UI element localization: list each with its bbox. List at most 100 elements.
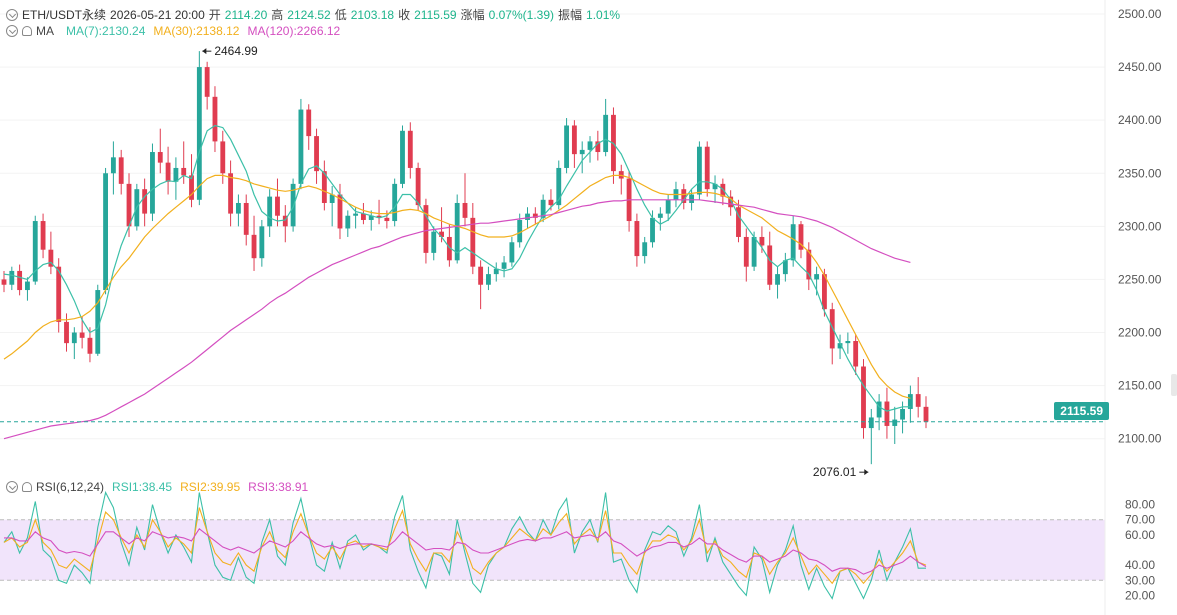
ma120-legend: MA(120):2266.12 [247,24,341,38]
candle-body [571,125,577,155]
rsi-collapse-icon[interactable] [6,481,18,493]
candle-body [157,152,163,163]
candle-body [767,245,773,285]
collapse-chevron-icon[interactable] [6,8,18,21]
candle-body [173,167,179,182]
change-value: 0.07%(1.39) [488,7,554,22]
candle-body [150,152,155,214]
candle-body [532,213,538,218]
candle-body [40,221,46,250]
candle-body [712,183,718,190]
candle-body [493,268,499,275]
candle-body [376,215,382,218]
max-marker-arrow [202,48,207,55]
price-axis-tick: 2200.00 [1118,326,1162,340]
current-price-tag: 2115.59 [1054,402,1109,420]
candle-body [95,290,101,354]
candle-body [423,205,429,253]
rsi-axis-tick: 60.00 [1125,528,1155,542]
ma-collapse-icon[interactable] [6,25,18,37]
candle-body [228,173,234,214]
candle-body [556,167,562,206]
candle-body [743,236,749,267]
candle-body [87,337,93,354]
candle-body [517,219,523,243]
rsi-indicator-label[interactable]: RSI(6,12,24) [36,480,105,494]
candle-body [165,162,171,182]
alert-bell-icon[interactable] [22,26,32,36]
candle-body [212,96,218,142]
candle-body [603,114,609,153]
close-value: 2115.59 [414,7,457,22]
candle-body [56,266,62,322]
candle-body [204,67,210,97]
rsi1-legend: RSI1:38.45 [112,480,173,494]
candle-body [868,417,874,429]
rsi-line-3 [4,527,927,575]
amplitude-value: 1.01% [586,7,621,22]
ma-line-3 [3,199,911,440]
candle-body [1,279,7,285]
candle-body [126,183,132,227]
candle-body [181,167,187,176]
candle-body [64,321,69,344]
candle-body [829,309,835,349]
candle-body [915,394,921,407]
low-value: 2103.18 [350,7,395,22]
ma30-legend: MA(30):2138.12 [153,24,240,38]
candle-body [525,213,530,220]
candle-body [361,213,366,220]
rsi-axis-tick: 40.00 [1125,558,1155,572]
candle-body [462,202,468,218]
candle-body [220,141,226,174]
candle-body [103,173,108,291]
candle-body [267,196,273,227]
candle-body [587,141,593,150]
candle-body [907,394,913,409]
candle-body [595,141,601,153]
candle-body [798,224,804,250]
ma-indicator-label[interactable]: MA [36,24,54,38]
candle-body [900,408,905,420]
price-axis-tick: 2450.00 [1118,60,1162,74]
price-axis-scroll-handle[interactable] [1171,374,1177,396]
candle-body [642,242,648,257]
rsi-alert-bell-icon[interactable] [22,482,32,492]
candle-body [392,183,398,222]
candle-body [142,189,148,214]
bar-datetime: 2026-05-21 20:00 [110,7,205,22]
candle-body [650,217,655,243]
candle-body [884,401,890,426]
rsi-line-1 [3,490,926,600]
candle-body [634,221,640,257]
candle-body [337,194,343,229]
rsi-line-2 [3,507,927,585]
candle-body [665,199,671,214]
amplitude-label: 振幅 [558,8,583,22]
min-marker-arrow [864,469,869,476]
candle-body [486,274,491,285]
candle-body [298,109,304,184]
price-axis-tick: 2350.00 [1118,166,1162,180]
ma-legend: MA MA(7):2130.24 MA(30):2138.12 MA(120):… [6,24,344,38]
price-axis-tick: 2300.00 [1118,219,1162,233]
candle-body [9,270,15,285]
candle-body [314,136,319,172]
candle-body [657,213,663,218]
candle-body [431,231,437,253]
ohlc-header: ETH/USDT永续 2026-05-21 20:00 开 2114.20 高 … [6,6,624,23]
candle-body [321,171,327,203]
rsi-legend: RSI(6,12,24) RSI1:38.45 RSI2:39.95 RSI3:… [6,480,312,494]
candle-body [415,167,421,206]
candle-body [775,274,780,285]
min-price-label: 2076.01 [813,465,857,479]
candle-body [345,215,351,229]
candle-body [845,341,851,344]
open-value: 2114.20 [224,7,268,22]
candle-body [32,221,38,282]
candle-body [71,332,77,344]
candle-body [837,343,843,349]
symbol-name: ETH/USDT永续 [22,8,107,22]
